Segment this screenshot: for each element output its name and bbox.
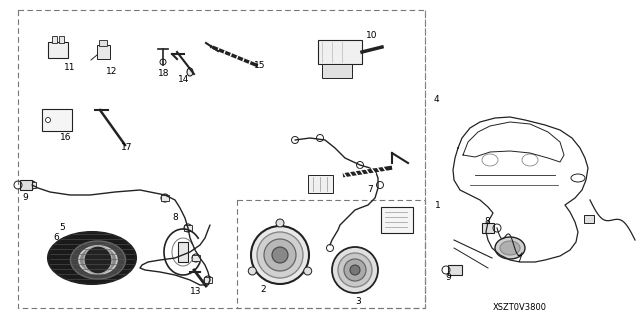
Text: XSZT0V3800: XSZT0V3800 (493, 303, 547, 313)
Bar (161, 195, 169, 201)
Bar (318, 40, 362, 64)
Ellipse shape (70, 241, 125, 279)
Ellipse shape (272, 247, 288, 263)
Text: 18: 18 (158, 70, 170, 78)
Circle shape (248, 267, 256, 275)
Circle shape (276, 219, 284, 227)
Ellipse shape (332, 247, 378, 293)
Ellipse shape (338, 253, 372, 287)
Bar (237, 200, 425, 308)
Bar (28, 182, 36, 188)
Bar (192, 255, 200, 261)
Bar (184, 225, 192, 231)
Text: 7: 7 (367, 186, 373, 195)
Bar (97, 45, 110, 59)
Text: 9: 9 (22, 194, 28, 203)
Bar (52, 36, 57, 43)
Text: 10: 10 (366, 31, 378, 40)
FancyBboxPatch shape (42, 109, 72, 131)
Bar (448, 265, 462, 275)
Bar (482, 223, 494, 233)
Bar (584, 215, 594, 223)
Bar (59, 36, 64, 43)
Text: 16: 16 (60, 133, 72, 143)
Text: 14: 14 (179, 75, 189, 84)
Ellipse shape (257, 232, 303, 278)
Text: 6: 6 (53, 233, 59, 241)
Ellipse shape (264, 239, 296, 271)
Text: 11: 11 (64, 63, 76, 72)
Text: 2: 2 (260, 286, 266, 294)
Text: 4: 4 (433, 95, 439, 105)
Bar (48, 42, 68, 58)
Text: 15: 15 (254, 62, 266, 70)
Bar (20, 180, 32, 190)
Text: 1: 1 (435, 201, 441, 210)
Bar (99, 40, 107, 46)
Bar (381, 207, 413, 233)
Text: 17: 17 (121, 143, 132, 152)
Bar (18, 10, 425, 308)
Text: 13: 13 (190, 287, 202, 296)
Ellipse shape (344, 259, 366, 281)
Text: 5: 5 (59, 224, 65, 233)
Text: 9: 9 (445, 273, 451, 283)
Bar (204, 277, 212, 283)
Ellipse shape (495, 237, 525, 259)
Text: 7: 7 (516, 256, 522, 264)
Ellipse shape (79, 246, 117, 274)
Bar (308, 175, 333, 193)
Ellipse shape (251, 226, 309, 284)
Text: 12: 12 (106, 66, 118, 76)
Ellipse shape (187, 68, 193, 76)
Circle shape (84, 246, 112, 274)
Ellipse shape (500, 241, 520, 255)
Bar (322, 64, 352, 78)
Text: 3: 3 (355, 298, 361, 307)
Bar (178, 242, 188, 262)
Circle shape (45, 117, 51, 122)
Circle shape (304, 267, 312, 275)
Ellipse shape (48, 232, 136, 284)
Text: 8: 8 (172, 213, 178, 222)
Text: 8: 8 (484, 217, 490, 226)
Ellipse shape (350, 265, 360, 275)
